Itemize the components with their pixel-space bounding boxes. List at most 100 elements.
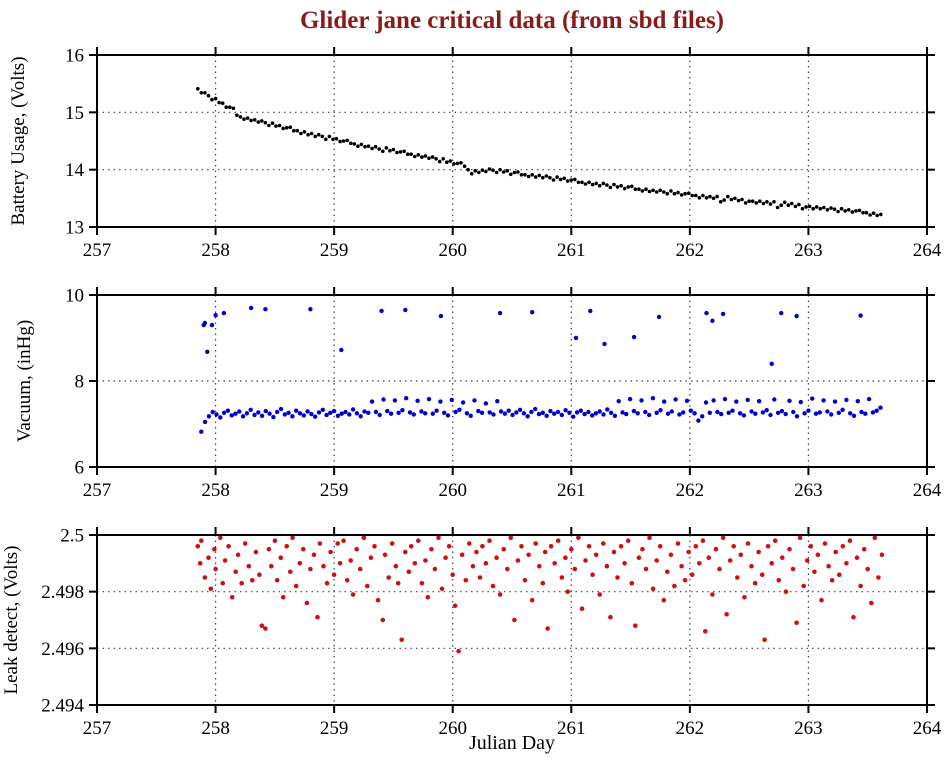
data-point — [651, 188, 655, 193]
data-point — [253, 549, 259, 555]
data-point — [269, 563, 274, 569]
data-point — [341, 538, 346, 543]
data-point — [297, 561, 303, 566]
data-point — [505, 566, 510, 572]
data-point-outlier — [858, 313, 863, 318]
data-point — [409, 152, 414, 156]
data-point — [851, 614, 856, 620]
data-point — [309, 411, 314, 417]
y-tick-label: 13 — [65, 218, 84, 239]
data-point — [483, 561, 489, 566]
data-point — [640, 546, 645, 552]
data-point — [490, 583, 496, 589]
data-point — [263, 408, 268, 414]
data-point — [847, 538, 853, 543]
data-point — [423, 154, 428, 158]
data-point — [366, 410, 371, 415]
data-point-outlier — [438, 313, 444, 319]
data-point — [408, 544, 414, 549]
data-point — [855, 399, 860, 404]
data-point — [508, 535, 514, 541]
data-point — [466, 167, 470, 172]
data-point — [372, 544, 377, 549]
data-point — [762, 637, 767, 643]
data-point-outlier — [530, 310, 535, 315]
data-point — [290, 535, 295, 541]
data-point — [213, 566, 218, 572]
data-point — [494, 170, 499, 175]
data-point — [753, 411, 758, 416]
data-point — [523, 173, 527, 177]
data-point — [822, 541, 828, 546]
data-point — [393, 563, 399, 569]
data-point — [701, 193, 705, 198]
data-point — [274, 124, 278, 128]
data-point — [601, 181, 606, 186]
x-tick-label: 261 — [557, 240, 586, 261]
data-point — [715, 409, 720, 415]
data-point — [654, 558, 659, 563]
data-point — [344, 578, 350, 583]
data-point — [309, 131, 314, 136]
data-point — [871, 211, 876, 215]
data-point — [391, 147, 396, 152]
data-point — [386, 575, 392, 580]
data-point — [814, 205, 819, 209]
data-point — [697, 196, 702, 200]
data-point — [825, 409, 830, 414]
data-point — [765, 544, 771, 549]
data-point — [704, 196, 709, 200]
data-point-outlier — [710, 318, 715, 323]
data-point — [196, 87, 200, 91]
data-point — [567, 410, 572, 415]
x-tick-label: 258 — [201, 480, 230, 501]
data-point — [199, 429, 204, 434]
data-point — [817, 410, 822, 415]
data-point — [869, 600, 874, 606]
data-point — [782, 200, 787, 205]
data-point — [747, 199, 751, 203]
data-point — [618, 544, 624, 549]
data-point — [675, 541, 681, 546]
data-point — [537, 173, 542, 178]
data-point — [840, 407, 845, 412]
data-point — [338, 139, 342, 144]
data-point — [459, 552, 465, 558]
data-point — [438, 399, 443, 404]
y-tick-label: 2.496 — [41, 639, 84, 660]
data-point — [284, 544, 290, 549]
data-point — [804, 558, 810, 563]
data-point — [210, 409, 215, 415]
data-point — [874, 408, 879, 413]
data-point — [302, 130, 307, 134]
data-point — [423, 558, 428, 563]
data-point — [277, 123, 282, 128]
data-point — [436, 535, 441, 541]
data-point — [420, 155, 424, 159]
data-point — [427, 156, 431, 160]
data-point-outlier — [248, 305, 254, 311]
data-point — [848, 411, 853, 416]
data-point — [250, 578, 255, 583]
data-point — [477, 575, 483, 580]
data-point — [381, 397, 386, 402]
data-point — [694, 193, 698, 198]
data-point — [288, 569, 293, 575]
data-point — [686, 549, 691, 555]
data-point — [317, 541, 323, 546]
data-point — [522, 578, 528, 583]
data-point — [833, 549, 838, 555]
data-point — [580, 180, 584, 185]
data-point — [199, 538, 204, 543]
data-point — [662, 190, 666, 194]
data-point — [798, 399, 803, 405]
data-point — [467, 541, 472, 546]
data-point — [267, 123, 271, 128]
data-point — [583, 558, 588, 563]
data-point — [235, 552, 241, 558]
data-point — [305, 409, 310, 414]
data-point — [321, 563, 326, 569]
data-point-outlier — [308, 307, 313, 312]
data-point — [320, 407, 325, 412]
data-point — [643, 409, 648, 415]
